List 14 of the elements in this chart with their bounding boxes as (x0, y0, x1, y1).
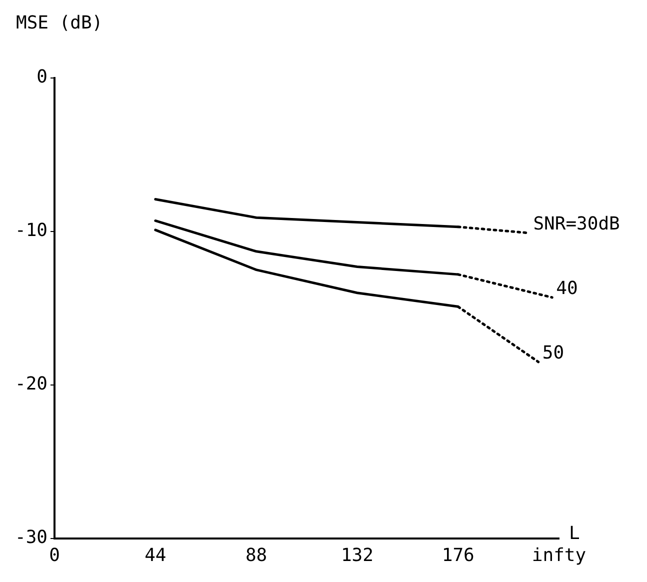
x-tick-label: infty (532, 544, 586, 566)
y-tick-label: -20 (14, 374, 48, 395)
x-axis-title: L (569, 523, 580, 544)
y-tick-label: -30 (14, 527, 48, 548)
y-tick-label: -10 (14, 220, 48, 242)
x-tick-label: 88 (245, 544, 268, 566)
series-label: SNR=30dB (533, 214, 620, 235)
x-tick-label: 176 (442, 544, 474, 566)
y-tick-label: 0 (36, 66, 48, 88)
series-label: 40 (556, 278, 578, 300)
x-tick-label: 44 (144, 544, 166, 566)
series-label: 50 (542, 342, 564, 364)
y-axis-title: MSE (dB) (16, 12, 103, 34)
x-tick-label: 132 (340, 544, 374, 566)
